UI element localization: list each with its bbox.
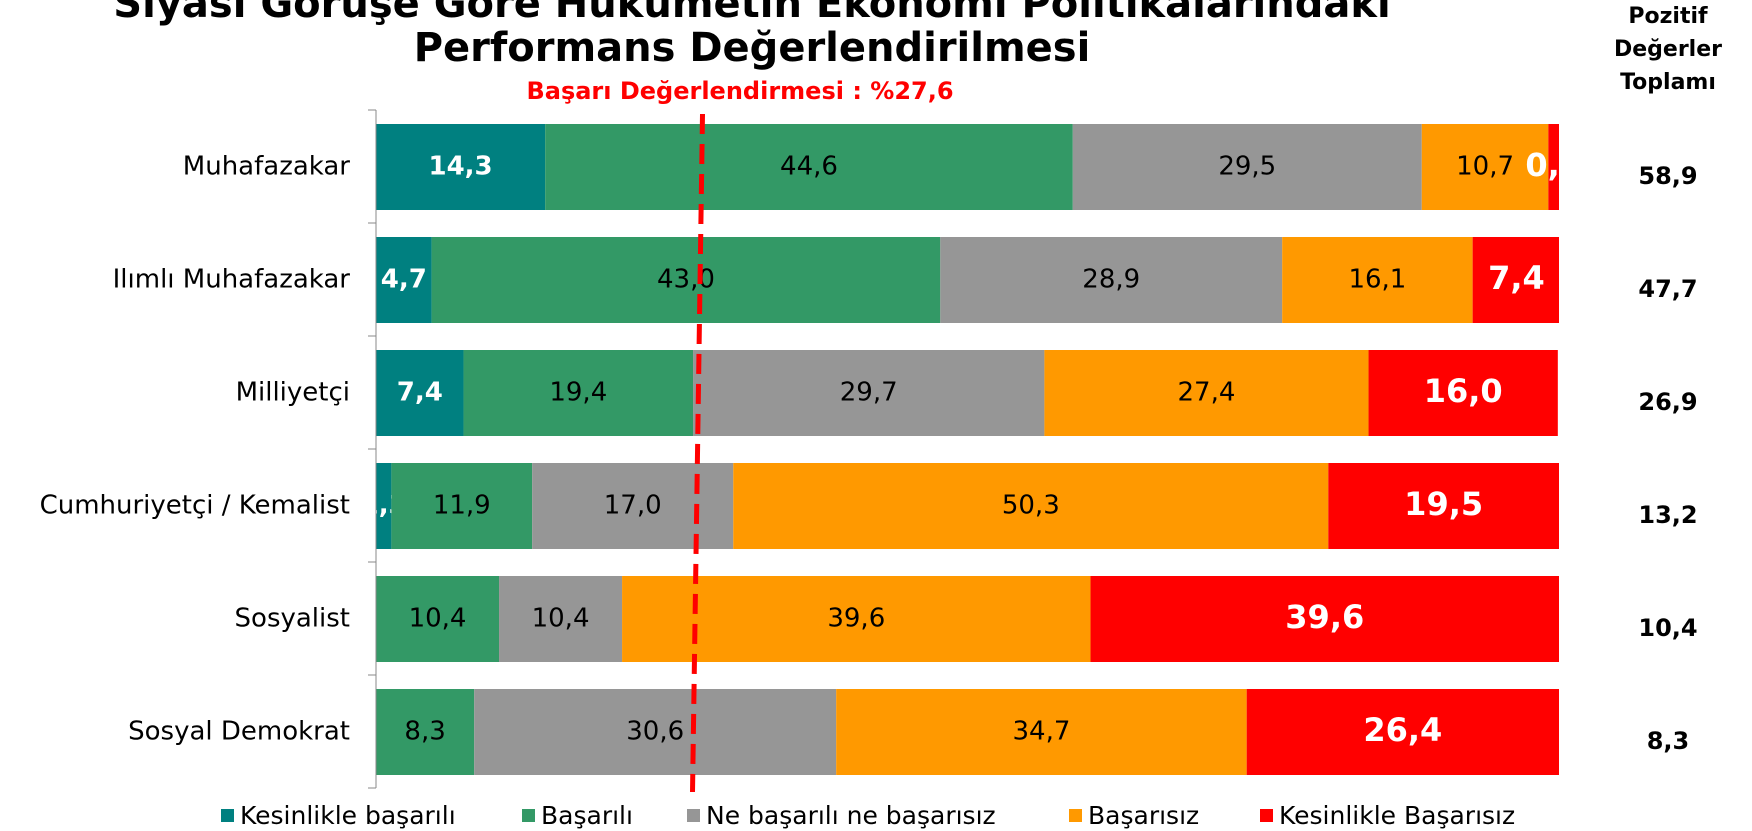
bar-segment <box>1472 237 1559 323</box>
category-label: Milliyetçi <box>236 378 350 408</box>
bar-segment <box>836 689 1247 775</box>
bar-segment <box>391 463 533 549</box>
bar-segment <box>1282 237 1473 323</box>
plot-area: 14,3 44,6 29,5 10,7 0,9 4,7 43,0 28,9 16,1 7,4 7,4… <box>376 124 1582 775</box>
legend-label: Başarısız <box>1088 801 1199 830</box>
chart-title: Performans Değerlendirilmesi <box>414 25 1091 71</box>
data-label: 50,3 <box>1002 491 1060 521</box>
bar-segment <box>1548 124 1559 210</box>
total-value: 58,9 <box>1638 162 1697 190</box>
bar-segment <box>940 237 1283 323</box>
data-label: 10,4 <box>409 604 467 634</box>
data-label: 29,5 <box>1218 152 1276 182</box>
bar-segment <box>545 124 1073 210</box>
category-label: Sosyal Demokrat <box>128 717 350 747</box>
data-label: 10,7 <box>1456 152 1514 182</box>
bar-segment <box>499 576 623 662</box>
bar-segment <box>532 463 734 549</box>
data-label: 11,9 <box>433 491 491 521</box>
total-value: 26,9 <box>1638 388 1697 416</box>
data-label: 14,3 <box>429 152 493 182</box>
legend-swatch <box>522 809 535 822</box>
bar-segment <box>376 237 432 323</box>
legend-swatch <box>221 809 234 822</box>
data-label: 34,7 <box>1012 717 1070 747</box>
bar-segment <box>1368 350 1558 436</box>
totals-title: Toplamı <box>1620 70 1716 95</box>
bar-segment <box>1328 463 1559 549</box>
data-label: 0,9 <box>1525 146 1582 184</box>
data-label: 17,0 <box>604 491 662 521</box>
bar-segment <box>376 350 464 436</box>
bar-segment <box>376 576 500 662</box>
category-label: Cumhuriyetçi / Kemalist <box>40 491 350 521</box>
bar-segment <box>474 689 837 775</box>
data-label: 43,0 <box>657 265 715 295</box>
total-value: 8,3 <box>1647 727 1690 755</box>
total-value: 13,2 <box>1638 501 1697 529</box>
legend-swatch <box>1260 809 1273 822</box>
data-label: 44,6 <box>780 152 838 182</box>
data-label: 26,4 <box>1363 711 1442 749</box>
data-label: 28,9 <box>1082 265 1140 295</box>
bar-segment <box>376 463 392 549</box>
data-label: 29,7 <box>840 378 898 408</box>
data-label: 39,6 <box>827 604 885 634</box>
bar-segment <box>376 689 475 775</box>
data-label: 8,3 <box>404 717 445 747</box>
legend-label: Ne başarılı ne başarısız <box>706 801 996 830</box>
chart-title: Siyasi Görüşe Göre Hükümetin Ekonomi Pol… <box>113 0 1390 27</box>
bar-segment <box>1421 124 1549 210</box>
category-label: Sosyalist <box>235 604 350 634</box>
data-label: 16,0 <box>1424 372 1503 410</box>
data-label: 7,4 <box>397 378 443 408</box>
total-value: 10,4 <box>1638 614 1697 642</box>
legend-swatch <box>1069 809 1082 822</box>
total-value: 47,7 <box>1638 275 1697 303</box>
data-label: 16,1 <box>1348 265 1406 295</box>
data-label: 7,4 <box>1488 259 1545 297</box>
data-label: 19,4 <box>549 378 607 408</box>
totals-title: Değerler <box>1614 37 1722 62</box>
bar-segment <box>622 576 1091 662</box>
bar-segment <box>733 463 1329 549</box>
legend-label: Başarılı <box>541 801 633 830</box>
data-label: 27,4 <box>1178 378 1236 408</box>
reference-line <box>690 113 706 793</box>
chart-subtitle: Başarı Değerlendirmesi : %27,6 <box>526 77 953 105</box>
data-label: 10,4 <box>532 604 590 634</box>
bar-segment <box>1072 124 1422 210</box>
bar-segment <box>463 350 694 436</box>
legend-swatch <box>687 809 700 822</box>
bar-segment <box>1044 350 1369 436</box>
bar-segment <box>1090 576 1559 662</box>
bar-segment <box>1246 689 1559 775</box>
category-label: Ilımlı Muhafazakar <box>113 265 351 295</box>
bar-segment <box>693 350 1045 436</box>
bar-segment <box>431 237 941 323</box>
data-label: 39,6 <box>1285 598 1364 636</box>
legend-label: Kesinlikle Başarısız <box>1279 801 1515 830</box>
legend-label: Kesinlikle başarılı <box>240 801 456 830</box>
bar-segment <box>376 124 546 210</box>
data-label: 4,7 <box>381 265 427 295</box>
data-label: 30,6 <box>626 717 684 747</box>
category-label: Muhafazakar <box>183 152 351 182</box>
data-label: 19,5 <box>1404 485 1483 523</box>
totals-title: Pozitif <box>1628 4 1708 29</box>
